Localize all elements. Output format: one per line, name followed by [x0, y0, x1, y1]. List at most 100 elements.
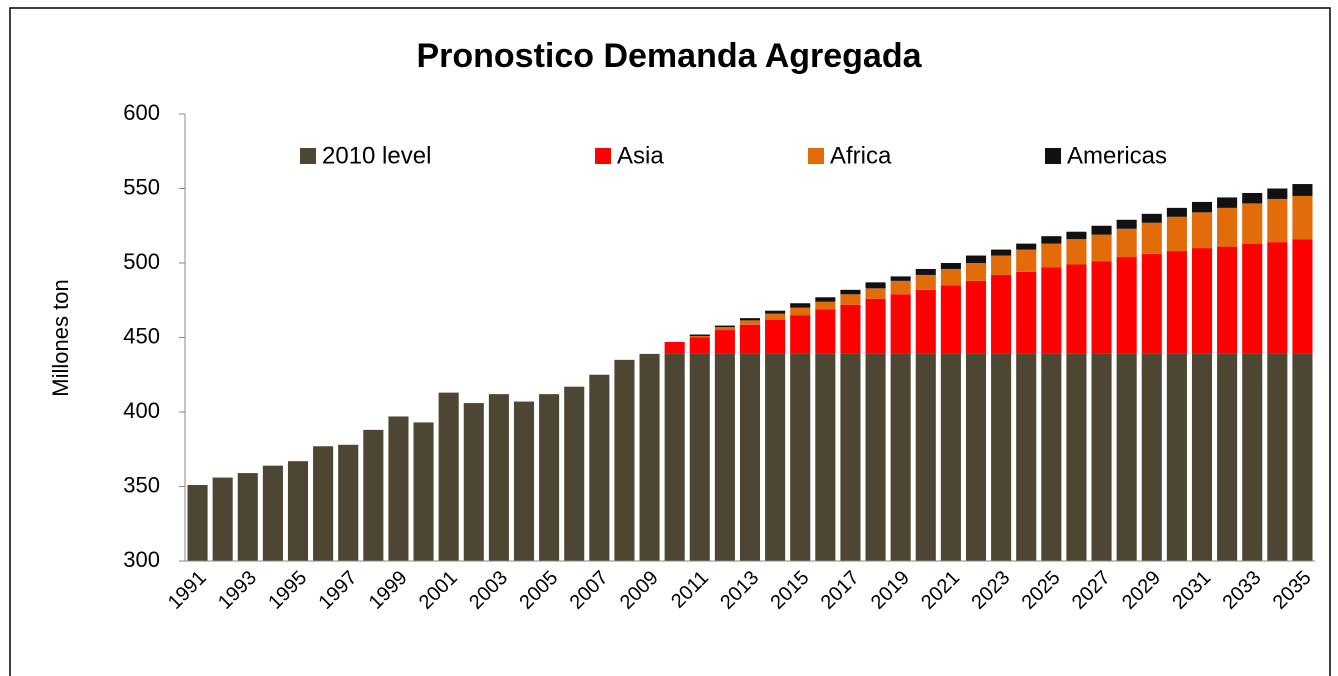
- y-tick-label: 300: [123, 547, 160, 572]
- bar-segment: [1242, 203, 1263, 244]
- y-tick-label: 500: [123, 249, 160, 274]
- bar-segment: [614, 359, 635, 561]
- bar-segment: [388, 416, 409, 561]
- bar-segment: [1066, 231, 1087, 240]
- bar-segment: [915, 274, 936, 290]
- bar-segment: [1166, 207, 1187, 217]
- bar-segment: [991, 274, 1012, 354]
- bar-segment: [639, 353, 660, 561]
- bar-segment: [865, 282, 886, 289]
- bar-segment: [940, 353, 961, 561]
- bar-segment: [664, 353, 685, 561]
- bar-segment: [1041, 353, 1062, 561]
- bar-segment: [1016, 271, 1037, 354]
- bar-segment: [765, 313, 786, 320]
- bar-segment: [965, 280, 987, 354]
- y-tick-label: 450: [123, 323, 160, 348]
- bar-segment: [714, 330, 735, 354]
- bar-segment: [513, 401, 535, 561]
- bar-segment: [890, 294, 911, 354]
- bar-segment: [765, 310, 786, 314]
- bar-segment: [940, 263, 961, 269]
- bar-segment: [991, 249, 1012, 256]
- bar-segment: [1217, 207, 1238, 247]
- bar-segment: [1141, 353, 1162, 561]
- bar-segment: [739, 324, 761, 354]
- bar-segment: [212, 477, 233, 561]
- bar-segment: [1116, 219, 1137, 229]
- bar-segment: [237, 473, 258, 561]
- bar-segment: [765, 353, 786, 561]
- bar-segment: [865, 288, 886, 299]
- bar-segment: [689, 334, 710, 337]
- bar-segment: [1217, 197, 1238, 208]
- bar-segment: [840, 353, 861, 561]
- y-tick-label: 550: [123, 174, 160, 199]
- bar-segment: [840, 289, 861, 295]
- legend-swatch: [595, 148, 611, 164]
- bar-segment: [1267, 188, 1288, 199]
- bar-segment: [940, 285, 961, 354]
- bar-segment: [1292, 353, 1313, 561]
- bar-segment: [739, 318, 761, 321]
- bar-segment: [765, 319, 786, 354]
- bar-segment: [1242, 243, 1263, 354]
- bar-segment: [890, 353, 911, 561]
- bar-segment: [1191, 248, 1213, 354]
- bar-segment: [1191, 353, 1213, 561]
- bar-segment: [1066, 353, 1087, 561]
- bar-segment: [287, 461, 309, 561]
- bar-segment: [338, 444, 359, 561]
- bar-segment: [739, 320, 761, 325]
- bar-segment: [915, 268, 936, 275]
- bar-segment: [1116, 257, 1137, 354]
- bar-segment: [790, 315, 811, 354]
- bar-segment: [890, 276, 911, 281]
- bar-segment: [1066, 264, 1087, 354]
- bar-segment: [1141, 213, 1162, 223]
- bar-segment: [1267, 353, 1288, 561]
- bar-segment: [840, 294, 861, 305]
- bar-segment: [1166, 353, 1187, 561]
- bar-segment: [991, 353, 1012, 561]
- bar-segment: [965, 263, 987, 281]
- bar-segment: [1191, 212, 1213, 249]
- bar-segment: [589, 374, 610, 561]
- y-axis-label: Millones ton: [48, 279, 73, 396]
- bar-segment: [865, 353, 886, 561]
- legend-label: Asia: [617, 142, 664, 169]
- bar-segment: [815, 353, 836, 561]
- bar-segment: [965, 353, 987, 561]
- bar-segment: [790, 303, 811, 308]
- bar-segment: [1041, 243, 1062, 268]
- bar-segment: [1217, 246, 1238, 354]
- legend-swatch: [300, 148, 316, 164]
- bar-segment: [1292, 184, 1313, 196]
- bar-segment: [363, 429, 384, 561]
- bar-segment: [815, 309, 836, 354]
- bar-segment: [488, 394, 509, 561]
- legend-label: 2010 level: [322, 142, 431, 169]
- bar-segment: [890, 280, 911, 295]
- bar-segment: [1267, 198, 1288, 243]
- chart-title: Pronostico Demanda Agregada: [416, 37, 922, 75]
- bar-segment: [815, 297, 836, 302]
- bar-segment: [714, 327, 735, 331]
- legend-swatch: [1045, 148, 1061, 164]
- bar-segment: [1091, 234, 1112, 262]
- bar-segment: [1292, 239, 1313, 354]
- bar-segment: [1091, 225, 1112, 235]
- bar-segment: [1242, 192, 1263, 204]
- bar-segment: [1041, 236, 1062, 244]
- bar-segment: [1141, 222, 1162, 255]
- bar-segment: [187, 485, 208, 561]
- bar-segment: [815, 301, 836, 310]
- legend-swatch: [808, 148, 824, 164]
- bar-segment: [262, 465, 283, 561]
- bar-segment: [940, 268, 961, 286]
- bar-segment: [1041, 267, 1062, 354]
- bar-segment: [1292, 195, 1313, 240]
- legend-label: Americas: [1067, 142, 1167, 169]
- bar-segment: [1217, 353, 1238, 561]
